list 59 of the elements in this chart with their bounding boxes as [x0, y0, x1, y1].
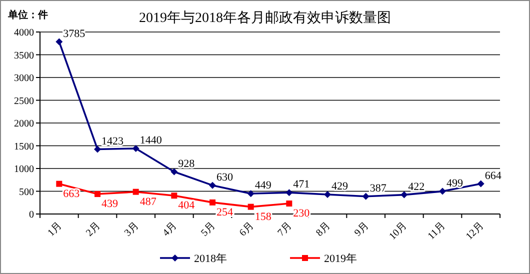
- data-label: 404: [178, 200, 196, 212]
- point: [247, 190, 254, 198]
- point: [400, 191, 408, 198]
- point: [56, 180, 62, 187]
- text: 单位：件: [7, 9, 48, 21]
- data-label: 429: [332, 180, 348, 192]
- data-label: 630: [216, 171, 234, 184]
- legend-label: 2019年: [324, 253, 357, 265]
- x-tick-label: 12月: [464, 220, 486, 242]
- y-tick-label: 500: [19, 186, 34, 198]
- x-tick-label: 10月: [387, 220, 410, 242]
- x-tick-label: 7月: [276, 220, 294, 239]
- data-label: 422: [408, 180, 425, 193]
- y-tick-label: 1500: [14, 141, 34, 152]
- data-label: 1440: [140, 134, 162, 146]
- x-tick-label: 9月: [352, 220, 371, 239]
- y-tick-label: 2000: [14, 118, 34, 130]
- point: [94, 191, 100, 198]
- y-tick-label: 3500: [14, 50, 34, 62]
- x-tick-label: 1月: [46, 220, 64, 239]
- point: [132, 144, 140, 152]
- legend-label: 2018年: [194, 253, 227, 265]
- point: [439, 188, 446, 195]
- x-tick-label: 8月: [314, 220, 333, 239]
- data-label: 158: [254, 210, 272, 223]
- y-tick-label: 2500: [14, 96, 34, 107]
- data-label: 663: [63, 188, 80, 200]
- point: [286, 200, 292, 207]
- data-label: 499: [446, 177, 464, 190]
- data-label: 1423: [102, 135, 124, 148]
- x-tick-label: 3月: [122, 220, 141, 239]
- data-label: 439: [102, 198, 118, 210]
- data-label: 487: [140, 196, 157, 208]
- chart-title: 2019年与2018年各月邮政有效申诉数量图: [139, 10, 391, 26]
- point: [477, 180, 484, 188]
- point: [324, 190, 331, 198]
- x-tick-label: 5月: [199, 220, 218, 239]
- y-tick-label: 0: [29, 210, 34, 220]
- x-tick-label: 4月: [160, 220, 180, 239]
- point: [210, 199, 216, 206]
- x-tick-label: 11月: [426, 220, 448, 242]
- point: [286, 189, 293, 196]
- point: [132, 188, 139, 195]
- x-tick-label: 2月: [84, 220, 103, 239]
- data-label: 928: [178, 158, 196, 170]
- y-tick-label: 3000: [14, 73, 34, 84]
- point: [56, 38, 63, 46]
- y-tick-label: 1000: [14, 164, 34, 175]
- data-label: 664: [484, 170, 502, 182]
- data-label: 471: [293, 178, 310, 191]
- point: [170, 168, 178, 176]
- point: [94, 146, 101, 153]
- point: [362, 192, 370, 200]
- point: [248, 204, 254, 210]
- data-label: 449: [254, 180, 272, 192]
- point: [171, 192, 178, 199]
- x-tick-label: 6月: [238, 220, 256, 239]
- y-tick-label: 4000: [14, 28, 34, 38]
- point: [209, 182, 216, 189]
